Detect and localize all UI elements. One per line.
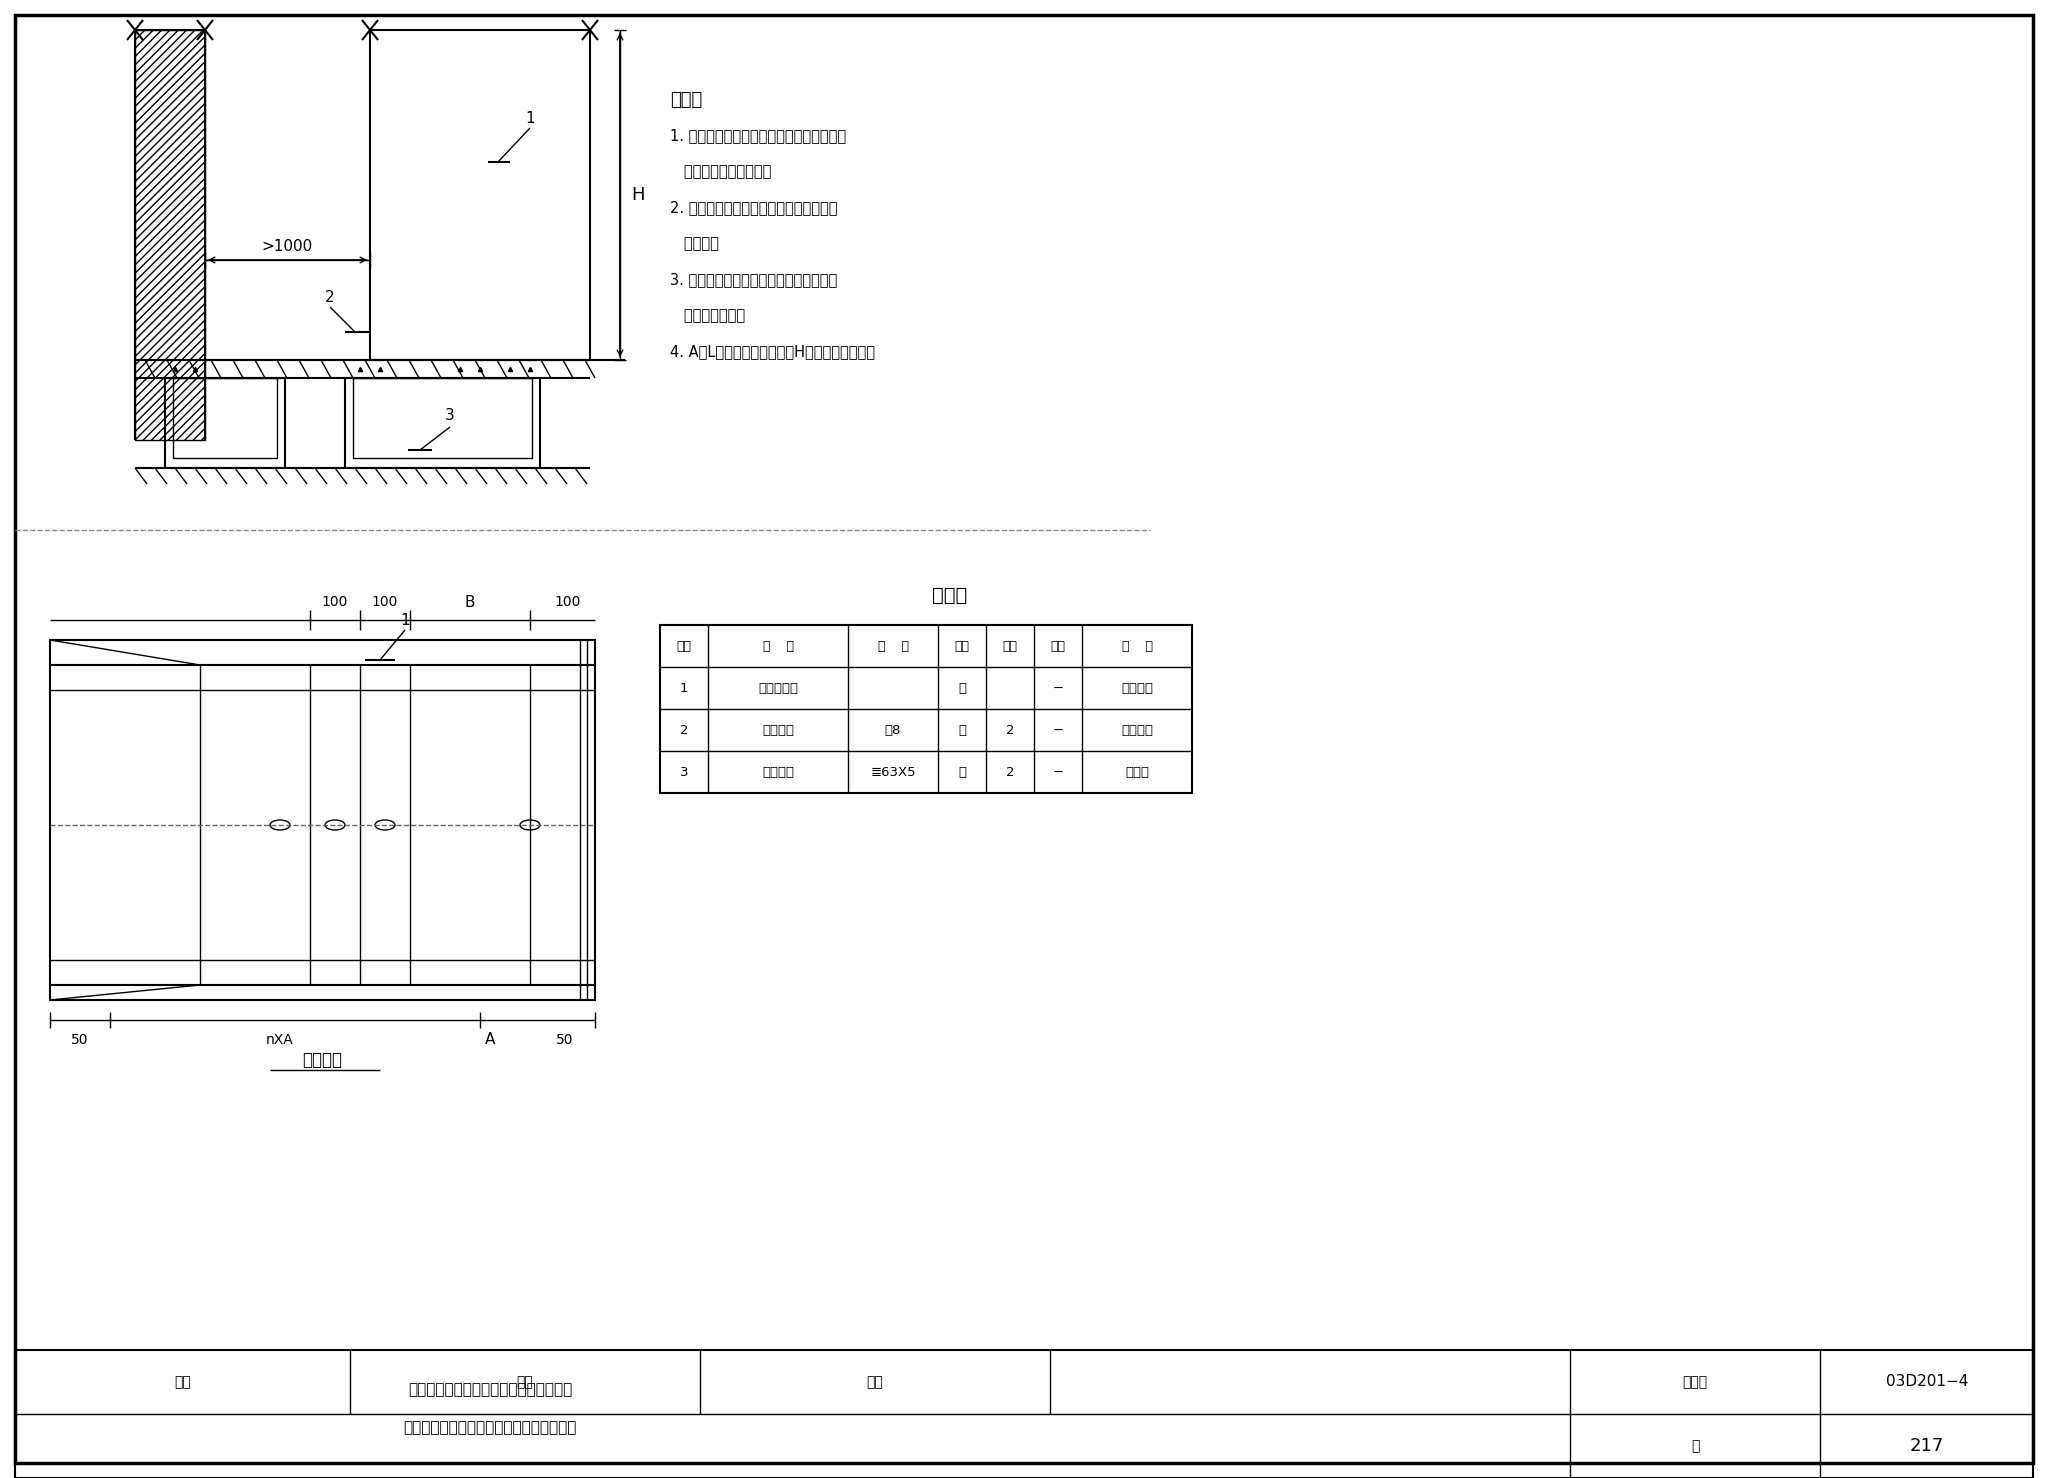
- Text: 底座平面: 底座平面: [301, 1051, 342, 1069]
- Text: −: −: [1053, 724, 1063, 736]
- Text: 数量: 数量: [1004, 640, 1018, 652]
- Bar: [659, 625, 1192, 794]
- Text: 2: 2: [326, 290, 334, 304]
- Text: 明细表: 明细表: [932, 585, 967, 605]
- Text: 100: 100: [373, 596, 397, 609]
- Text: 底座角锂应保持平整。: 底座角锂应保持平整。: [670, 164, 772, 179]
- Text: 3. 低压开关柜下面基础的形式和电缆沟由: 3. 低压开关柜下面基础的形式和电缆沟由: [670, 272, 838, 288]
- Text: A: A: [485, 1033, 496, 1048]
- Bar: [14, 1349, 2034, 1478]
- Bar: [352, 378, 532, 458]
- Text: 2: 2: [1006, 766, 1014, 779]
- Text: 页次: 页次: [1051, 640, 1065, 652]
- Text: 1: 1: [680, 681, 688, 695]
- Text: 底座角锂: 底座角锂: [762, 766, 795, 779]
- Text: 工程设计决定。: 工程设计决定。: [670, 309, 745, 324]
- Text: 50: 50: [72, 1033, 88, 1046]
- Text: 计决定: 计决定: [1124, 766, 1149, 779]
- Text: 焊接固定: 焊接固定: [670, 236, 719, 251]
- Text: 名    称: 名 称: [762, 640, 793, 652]
- Text: 低压开关柜、控制屏、保护屏、直流屏及: 低压开关柜、控制屏、保护屏、直流屏及: [408, 1382, 571, 1398]
- Text: 页: 页: [1692, 1440, 1700, 1453]
- Text: 单位: 单位: [954, 640, 969, 652]
- Text: 备    注: 备 注: [1122, 640, 1153, 652]
- Text: 1: 1: [524, 111, 535, 126]
- Text: 50: 50: [557, 1033, 573, 1046]
- Text: 根: 根: [958, 766, 967, 779]
- Text: 2: 2: [1006, 724, 1014, 736]
- Text: 2. 低压开关柜与底座角锂采用沿周边断续: 2. 低压开关柜与底座角锂采用沿周边断续: [670, 201, 838, 216]
- Text: 序号: 序号: [676, 640, 692, 652]
- Text: >1000: >1000: [262, 238, 313, 254]
- Bar: [371, 30, 590, 361]
- Text: 1: 1: [399, 612, 410, 628]
- Text: 3: 3: [680, 766, 688, 779]
- Text: 台: 台: [958, 681, 967, 695]
- Text: 1. 底座角锂应在土建施工基础时预先埋入。: 1. 底座角锂应在土建施工基础时预先埋入。: [670, 129, 846, 143]
- Text: ㆌ8: ㆌ8: [885, 724, 901, 736]
- Text: −: −: [1053, 766, 1063, 779]
- Bar: [135, 30, 205, 440]
- Text: 低压静电容器柜在地坤上安装（焊接固定）: 低压静电容器柜在地坤上安装（焊接固定）: [403, 1420, 578, 1435]
- Bar: [49, 640, 596, 1001]
- Text: 说明：: 说明：: [670, 92, 702, 109]
- Text: 由工程设: 由工程设: [1120, 724, 1153, 736]
- Text: 03D201−4: 03D201−4: [1886, 1375, 1968, 1389]
- Text: −: −: [1053, 681, 1063, 695]
- Text: ≣63X5: ≣63X5: [870, 766, 915, 779]
- Text: 4. A、L分别为柜宽、柜厚，H为开关柜的高度。: 4. A、L分别为柜宽、柜厚，H为开关柜的高度。: [670, 344, 874, 359]
- Text: 根: 根: [958, 724, 967, 736]
- Text: 100: 100: [555, 596, 582, 609]
- Text: 100: 100: [322, 596, 348, 609]
- Text: B: B: [465, 594, 475, 609]
- Text: 低压开关柜: 低压开关柜: [758, 681, 799, 695]
- Bar: [172, 378, 276, 458]
- Text: 数量长度: 数量长度: [1120, 681, 1153, 695]
- Text: 3: 3: [444, 408, 455, 423]
- Text: 设计: 设计: [866, 1375, 883, 1389]
- Text: 校对: 校对: [516, 1375, 532, 1389]
- Text: 底座槽锂: 底座槽锂: [762, 724, 795, 736]
- Text: 规    格: 规 格: [877, 640, 909, 652]
- Bar: [344, 378, 541, 469]
- Bar: [166, 378, 285, 469]
- Text: 217: 217: [1911, 1437, 1944, 1454]
- Text: 图集号: 图集号: [1683, 1375, 1708, 1389]
- Text: 2: 2: [680, 724, 688, 736]
- Text: nXA: nXA: [266, 1033, 293, 1046]
- Text: H: H: [631, 186, 645, 204]
- Text: 审核: 审核: [174, 1375, 190, 1389]
